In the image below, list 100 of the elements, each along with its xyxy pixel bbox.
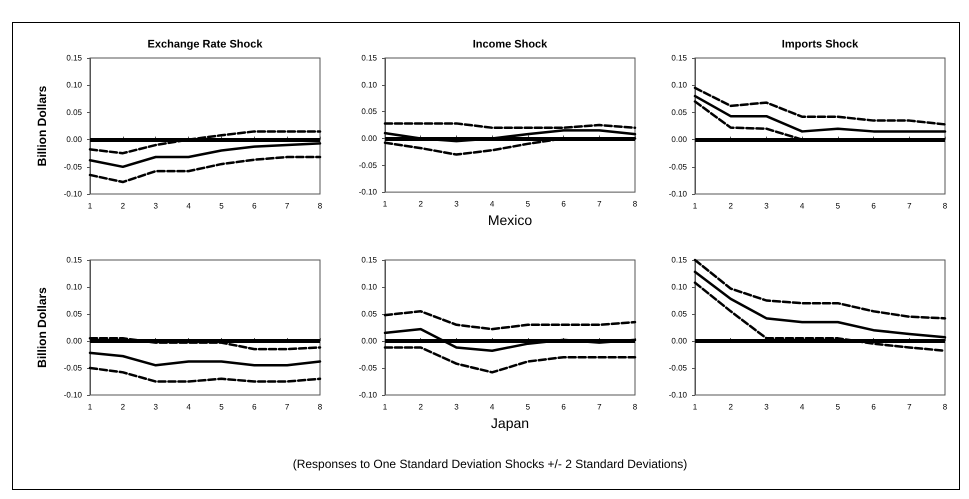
x-tick-label: 6 xyxy=(252,202,258,210)
y-tick-label: -0.05 xyxy=(358,364,378,372)
y-tick-label: 0.15 xyxy=(361,256,378,264)
line-series xyxy=(694,94,946,133)
x-tick-label: 5 xyxy=(219,202,224,210)
chart-title: Exchange Rate Shock xyxy=(148,38,264,50)
x-tick-label: 3 xyxy=(764,202,770,210)
y-tick-label: -0.05 xyxy=(668,364,688,372)
y-tick-label: 0.00 xyxy=(66,135,83,144)
line-series xyxy=(694,281,946,352)
x-tick-label: 2 xyxy=(120,202,126,210)
x-tick-label: 7 xyxy=(284,202,290,210)
text: (Responses to One Standard Deviation Shocks +/- 2 Standard Deviations) xyxy=(292,457,688,471)
x-axis-title: Mexico xyxy=(488,212,532,228)
y-tick-label: 0.10 xyxy=(66,80,83,90)
y-tick-label: 0.00 xyxy=(361,134,378,143)
x-tick-label: 3 xyxy=(153,202,158,210)
x-tick-label: 7 xyxy=(284,402,290,412)
x-tick-label: 2 xyxy=(728,202,734,210)
x-axis-title: Japan xyxy=(490,414,530,431)
line-series xyxy=(88,366,322,383)
y-tick-label: -0.10 xyxy=(668,390,688,400)
line-series xyxy=(384,310,636,330)
y-tick-label: 0.05 xyxy=(671,310,688,318)
y-tick-label: -0.10 xyxy=(64,190,83,198)
y-tick-label: 0.05 xyxy=(66,310,83,318)
x-tick-label: 8 xyxy=(942,202,948,210)
x-tick-label: 2 xyxy=(120,402,126,412)
x-tick-label: 7 xyxy=(907,202,912,210)
x-tick-label: 5 xyxy=(526,402,531,412)
x-tick-label: 7 xyxy=(597,402,602,412)
line-series xyxy=(88,142,322,168)
y-tick-label: 0.15 xyxy=(671,54,688,62)
y-tick-label: -0.10 xyxy=(64,390,83,400)
chart-title: Imports Shock xyxy=(782,38,860,50)
x-tick-label: 3 xyxy=(153,402,158,412)
y-tick-label: 0.10 xyxy=(361,282,378,292)
x-tick-label: 8 xyxy=(318,402,323,412)
x-tick-label: 1 xyxy=(88,402,93,412)
x-tick-label: 6 xyxy=(561,200,566,209)
y-tick-label: 0.10 xyxy=(671,282,688,292)
x-tick-label: 4 xyxy=(800,202,805,210)
x-tick-label: 6 xyxy=(871,202,876,210)
x-tick-label: 6 xyxy=(252,402,258,412)
x-tick-label: 3 xyxy=(454,200,460,209)
x-tick-label: 8 xyxy=(942,402,948,412)
y-tick-label: 0.05 xyxy=(66,108,83,117)
x-tick-label: 4 xyxy=(490,402,495,412)
line-series xyxy=(88,156,322,184)
x-tick-label: 7 xyxy=(597,200,602,209)
y-tick-label: 0.10 xyxy=(671,80,688,90)
x-tick-label: 4 xyxy=(186,202,192,210)
y-tick-label: -0.10 xyxy=(668,190,688,198)
x-tick-label: 3 xyxy=(454,402,460,412)
x-tick-label: 1 xyxy=(692,202,698,210)
line-series xyxy=(88,130,322,154)
x-tick-label: 6 xyxy=(871,402,876,412)
y-tick-label: -0.05 xyxy=(668,162,688,172)
y-tick-label: 0.00 xyxy=(671,135,688,144)
y-tick-label: -0.10 xyxy=(358,390,378,400)
x-tick-label: 3 xyxy=(764,402,770,412)
x-tick-label: 5 xyxy=(526,200,531,209)
y-tick-label: 0.05 xyxy=(671,108,688,117)
y-axis-title: Billion Dollars xyxy=(35,286,49,368)
x-tick-label: 1 xyxy=(88,202,93,210)
line-series xyxy=(694,258,946,320)
x-tick-label: 1 xyxy=(692,402,698,412)
x-tick-label: 6 xyxy=(561,402,566,412)
x-tick-label: 2 xyxy=(728,402,734,412)
y-tick-label: 0.05 xyxy=(361,310,378,318)
x-tick-label: 8 xyxy=(632,200,638,209)
y-tick-label: 0.15 xyxy=(66,54,83,62)
y-tick-label: 0.05 xyxy=(361,107,378,116)
x-tick-label: 4 xyxy=(490,200,495,209)
x-tick-label: 1 xyxy=(382,200,388,209)
x-tick-label: 1 xyxy=(382,402,388,412)
x-tick-label: 4 xyxy=(186,402,192,412)
x-tick-label: 5 xyxy=(836,202,841,210)
y-axis-title: Billion Dollars xyxy=(35,85,49,166)
y-tick-label: 0.15 xyxy=(66,256,83,264)
y-tick-label: 0.10 xyxy=(66,282,83,292)
x-tick-label: 2 xyxy=(418,200,424,209)
x-tick-label: 2 xyxy=(418,402,424,412)
chart-title: Income Shock xyxy=(472,38,548,50)
line-series xyxy=(88,337,322,350)
y-tick-label: -0.05 xyxy=(64,364,83,372)
y-tick-label: -0.05 xyxy=(64,162,83,172)
line-series xyxy=(88,352,322,367)
y-tick-label: 0.00 xyxy=(671,336,688,346)
y-tick-label: 0.10 xyxy=(361,80,378,90)
x-tick-label: 4 xyxy=(800,402,805,412)
x-tick-label: 8 xyxy=(318,202,323,210)
x-tick-label: 5 xyxy=(836,402,841,412)
y-tick-label: 0.00 xyxy=(66,336,83,346)
line-series xyxy=(384,346,636,374)
y-tick-label: -0.05 xyxy=(358,160,378,170)
y-tick-label: 0.15 xyxy=(671,256,688,264)
y-tick-label: -0.10 xyxy=(358,188,378,197)
x-tick-label: 8 xyxy=(632,402,638,412)
x-tick-label: 7 xyxy=(907,402,912,412)
